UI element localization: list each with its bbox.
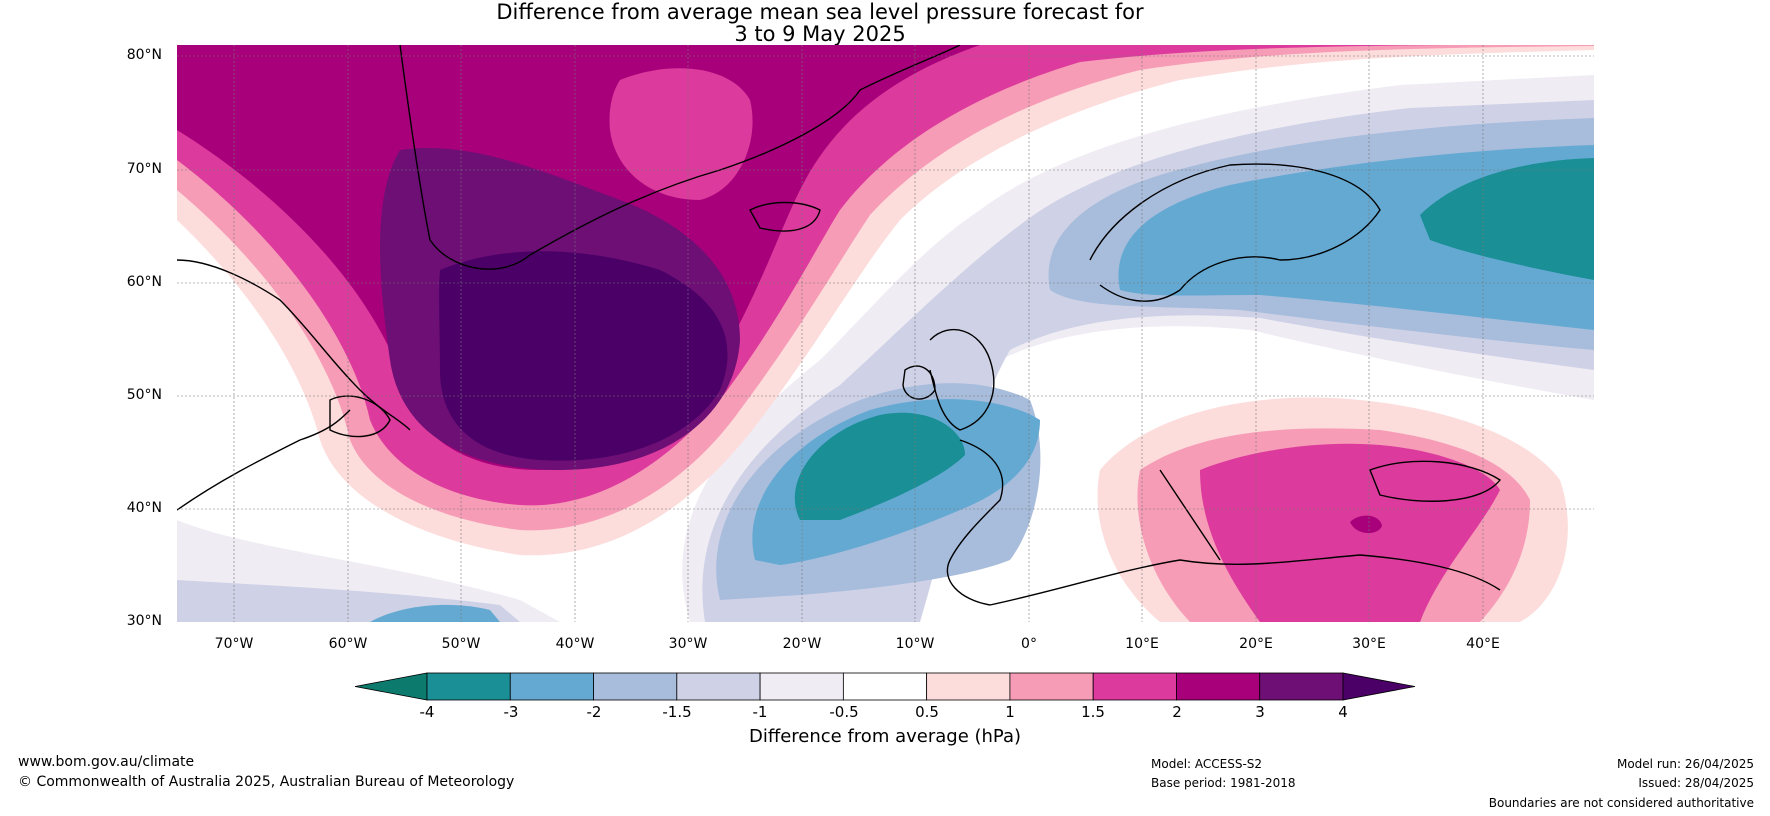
coastline-mediterranean: [989, 554, 1501, 606]
colorbar-segment: [1009, 672, 1094, 701]
lat-label-80n: 80°N: [126, 47, 162, 63]
colorbar-segment: [1176, 672, 1261, 701]
lon-label-0: 0°: [1021, 636, 1037, 652]
lon-label-30e: 30°E: [1352, 636, 1386, 652]
model-text: Model: ACCESS-S2: [1151, 757, 1263, 771]
colorbar-tick: 2: [1172, 703, 1182, 721]
issued-text: Issued: 28/04/2025: [1638, 776, 1754, 790]
colorbar-extend-low: [354, 672, 428, 701]
contour-pos-med-2: [1350, 515, 1382, 534]
colorbar-tick: -0.5: [829, 703, 859, 721]
contour-pos-4: [439, 251, 728, 461]
contour-neg-3-ne: [1420, 158, 1594, 280]
colorbar-segment: [1259, 672, 1344, 701]
coastline-ireland: [902, 365, 936, 400]
lat-label-30n: 30°N: [126, 613, 162, 629]
model-run-text: Model run: 26/04/2025: [1616, 757, 1754, 771]
lon-label-50w: 50°W: [441, 636, 481, 652]
colorbar-tick: 3: [1255, 703, 1265, 721]
disclaimer-text: Boundaries are not considered authoritat…: [1488, 796, 1754, 810]
coastline-british-isles: [929, 329, 995, 431]
coastline-black-sea: [1369, 460, 1502, 502]
lon-label-20e: 20°E: [1239, 636, 1273, 652]
colorbar-tick: -1.5: [662, 703, 692, 721]
colorbar-tick: -2: [586, 703, 602, 721]
lon-label-40e: 40°E: [1466, 636, 1500, 652]
lat-label-70n: 70°N: [126, 161, 162, 177]
coastline-labrador: [177, 259, 411, 431]
coastlines: [177, 45, 1502, 606]
lon-label-30w: 30°W: [668, 636, 708, 652]
colorbar-tick: 1: [1005, 703, 1015, 721]
colorbar-label: Difference from average (hPa): [748, 726, 1022, 747]
copyright-text: © Commonwealth of Australia 2025, Austra…: [18, 774, 515, 790]
map-title-line1: Difference from average mean sea level p…: [496, 0, 1144, 24]
lon-label-20w: 20°W: [782, 636, 822, 652]
lat-label-60n: 60°N: [126, 274, 162, 290]
colorbar-extend-high: [1342, 672, 1416, 701]
anomaly-contours: [177, 45, 1594, 622]
coastline-italy: [1159, 469, 1221, 561]
contour-neg-3: [794, 412, 965, 520]
colorbar-segment: [426, 672, 511, 701]
lon-label-60w: 60°W: [328, 636, 368, 652]
coastline-north-america: [177, 409, 351, 511]
graticule: [177, 45, 1594, 622]
contour-pos-med-1.5: [1200, 443, 1500, 622]
colorbar-tick: -1: [752, 703, 768, 721]
coastline-europe-west: [946, 439, 1004, 606]
colorbar-segment: [842, 672, 928, 701]
colorbar-segment: [509, 672, 594, 701]
lon-label-10w: 10°W: [895, 636, 935, 652]
contour-pos-2-core: [609, 68, 753, 200]
coastline-iceland: [749, 201, 821, 232]
colorbar-segment: [759, 672, 844, 701]
coastline-greenland: [399, 45, 961, 270]
base-period-text: Base period: 1981-2018: [1151, 776, 1296, 790]
colorbar-segment: [926, 672, 1011, 701]
colorbar: [354, 672, 1416, 701]
lat-label-50n: 50°N: [126, 387, 162, 403]
lon-label-70w: 70°W: [214, 636, 254, 652]
lat-label-40n: 40°N: [126, 500, 162, 516]
colorbar-tick: 0.5: [915, 703, 939, 721]
colorbar-segment: [593, 672, 678, 701]
contour-neg-2-sw: [370, 604, 500, 622]
colorbar-tick: -4: [419, 703, 435, 721]
lon-label-40w: 40°W: [555, 636, 595, 652]
coastline-scandinavia: [1089, 163, 1381, 302]
map-title-line2: 3 to 9 May 2025: [734, 22, 906, 46]
colorbar-segment: [1092, 672, 1177, 701]
lon-label-10e: 10°E: [1125, 636, 1159, 652]
colorbar-tick: 4: [1338, 703, 1348, 721]
colorbar-tick: 1.5: [1081, 703, 1105, 721]
website-link[interactable]: www.bom.gov.au/climate: [18, 754, 195, 770]
colorbar-segment: [676, 672, 761, 701]
colorbar-tick: -3: [503, 703, 519, 721]
